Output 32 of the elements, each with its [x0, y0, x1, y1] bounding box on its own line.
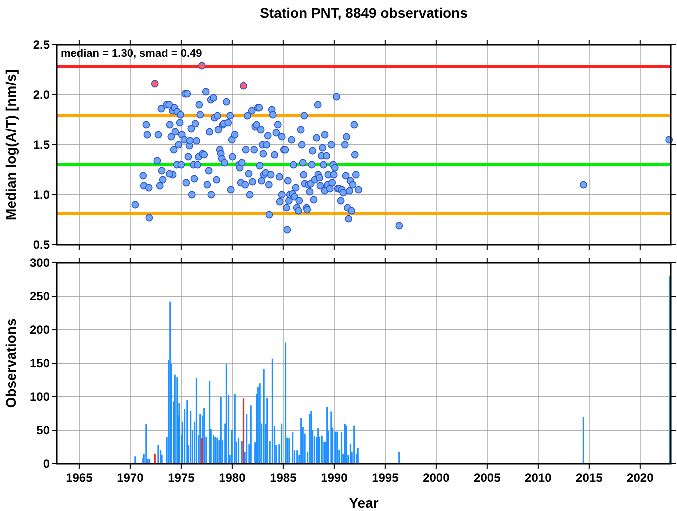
x-tick-label: 1985 — [270, 471, 298, 485]
x-tick-label: 2000 — [423, 471, 450, 485]
y-tick-label: 0 — [43, 457, 50, 471]
y-tick-label: 1.5 — [33, 138, 50, 152]
y-tick-label: 200 — [30, 323, 50, 337]
x-tick-label: 2015 — [576, 471, 604, 485]
y-axis-title: Observations — [3, 318, 19, 408]
point — [151, 80, 159, 88]
x-tick-label: 2020 — [627, 471, 654, 485]
point — [198, 62, 206, 70]
x-tick-label: 1990 — [321, 471, 348, 485]
x-tick-label: 1980 — [219, 471, 246, 485]
y-tick-label: 150 — [30, 356, 50, 370]
y-tick-label: 2.5 — [33, 38, 50, 52]
x-axis-title: Year — [349, 495, 380, 511]
y-tick-label: 300 — [30, 256, 50, 270]
x-tick-label: 2010 — [525, 471, 552, 485]
x-tick-label: 1965 — [66, 471, 94, 485]
y-tick-label: 1.0 — [33, 188, 50, 202]
x-tick-label: 1975 — [168, 471, 196, 485]
y-tick-label: 50 — [36, 424, 50, 438]
y-tick-label: 100 — [30, 390, 50, 404]
y-tick-label: 250 — [30, 290, 50, 304]
y-tick-label: 2.0 — [33, 88, 50, 102]
x-tick-label: 2005 — [474, 471, 502, 485]
x-tick-label: 1995 — [372, 471, 400, 485]
point — [240, 82, 248, 90]
y-tick-label: 0.5 — [33, 238, 50, 252]
x-tick-label: 1970 — [117, 471, 144, 485]
y-axis-title: Median log(A/T) [nm/s] — [3, 70, 19, 220]
annotation: median = 1.30, smad = 0.49 — [61, 48, 202, 60]
chart-title: Station PNT, 8849 observations — [260, 5, 468, 21]
